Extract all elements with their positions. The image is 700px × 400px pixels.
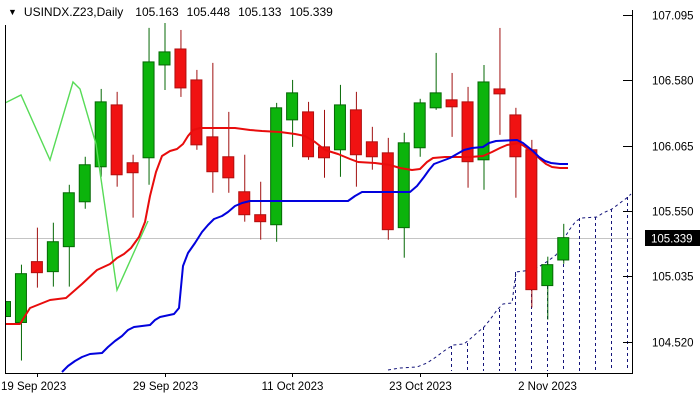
ma-fast-red-line	[5, 127, 568, 325]
candle-body-bull	[557, 237, 570, 261]
candle-body-bear	[110, 104, 123, 176]
candle-body-bull	[429, 92, 442, 109]
x-axis-label: 2 Nov 2023	[518, 381, 577, 393]
candle-body-bear	[254, 214, 267, 223]
y-axis: 107.095 106.580 106.065 105.550 105.035 104.5…	[623, 11, 694, 350]
candle	[270, 102, 283, 242]
candle-body-bull	[94, 101, 107, 168]
candle-body-bull	[541, 264, 554, 287]
candle	[174, 29, 187, 97]
candle	[62, 184, 75, 287]
candle-body-bear	[222, 156, 235, 179]
candle	[429, 52, 442, 110]
candle	[190, 69, 203, 150]
candle-body-bear	[126, 162, 139, 174]
ma-slow-blue-line	[61, 139, 568, 373]
candle	[557, 223, 570, 264]
y-axis-label: 107.095	[652, 11, 694, 23]
candle	[349, 91, 362, 187]
candle	[318, 109, 330, 178]
candle-body-bear	[190, 79, 203, 146]
candle-body-bear	[445, 99, 458, 108]
current-price-tag: 105.339	[645, 230, 700, 246]
candle	[126, 154, 139, 218]
quote-close: 105.339	[289, 5, 333, 19]
y-axis-label: 106.580	[652, 76, 694, 88]
candle	[94, 88, 107, 177]
quote-high: 105.448	[186, 5, 231, 19]
candle	[509, 107, 522, 198]
candle-body-bear	[30, 261, 43, 274]
candle-body-bull	[333, 104, 346, 151]
candle	[286, 79, 299, 147]
candle-body-bull	[142, 61, 155, 159]
candle	[158, 22, 171, 90]
candle-body-bear	[525, 149, 538, 291]
candle-body-bear	[365, 141, 378, 158]
zigzag-line	[5, 80, 149, 293]
candle-body-bear	[461, 101, 474, 163]
symbol-period-label: USINDX.Z23,Daily	[23, 5, 124, 19]
y-axis-label: 104.520	[652, 338, 694, 350]
candle	[254, 181, 267, 240]
candle	[46, 222, 59, 287]
current-price-tag-label: 105.339	[651, 234, 693, 246]
candle	[525, 139, 538, 308]
candle	[493, 27, 506, 135]
candle-body-bear	[349, 109, 362, 156]
candle-body-bull	[5, 301, 11, 318]
candle-body-bull	[158, 51, 171, 66]
candle	[78, 156, 91, 209]
candle	[381, 137, 394, 240]
candle-body-bull	[286, 92, 299, 121]
y-axis-label: 106.065	[652, 142, 694, 154]
candle-body-bear	[174, 48, 187, 89]
x-axis-label: 19 Sep 2023	[1, 381, 66, 393]
candle	[302, 101, 315, 160]
plot-area	[5, 22, 632, 373]
candle	[30, 227, 43, 288]
candle	[14, 264, 27, 361]
candle-body-bull	[62, 192, 75, 248]
quote-open: 105.163	[135, 5, 179, 19]
x-axis-label: 23 Oct 2023	[389, 381, 452, 393]
candle-body-bull	[78, 164, 91, 203]
candle	[541, 256, 554, 320]
candle-body-bull	[397, 142, 410, 229]
y-axis-label: 105.035	[652, 272, 694, 284]
x-axis-label: 29 Sep 2023	[133, 381, 198, 393]
candle-body-bull	[413, 102, 426, 149]
y-axis-label: 105.550	[652, 207, 694, 219]
candle	[238, 154, 251, 222]
candle-body-bull	[46, 241, 59, 273]
candlestick-series	[5, 22, 570, 361]
candle-body-bull	[477, 81, 490, 161]
current-price-tag-box	[645, 230, 700, 246]
candle-body-bull	[270, 107, 283, 226]
candle	[110, 91, 123, 187]
chart-frame	[5, 10, 633, 374]
candle-body-bear	[302, 111, 315, 158]
candle	[461, 86, 474, 188]
chart-title: ▼ USINDX.Z23,Daily 105.163 105.448 105.1…	[8, 4, 341, 20]
projection-dashed-indicator	[387, 193, 632, 371]
x-axis-label: 11 Oct 2023	[262, 381, 324, 393]
candle-body-bear	[206, 136, 219, 173]
candle	[413, 98, 426, 157]
projection-envelope-line	[387, 193, 632, 371]
candle	[142, 27, 155, 185]
candle	[445, 72, 458, 137]
candle	[333, 84, 346, 177]
quote-low: 105.133	[238, 5, 282, 19]
candle-body-bear	[493, 88, 506, 95]
chart-dropdown-triangle-icon[interactable]: ▼	[8, 6, 17, 17]
candle	[397, 132, 410, 258]
candle	[477, 64, 490, 190]
x-axis: 19 Sep 2023 29 Sep 2023 11 Oct 2023 23 Oct …	[1, 373, 577, 393]
candle	[222, 111, 235, 193]
candle-body-bear	[509, 114, 522, 158]
